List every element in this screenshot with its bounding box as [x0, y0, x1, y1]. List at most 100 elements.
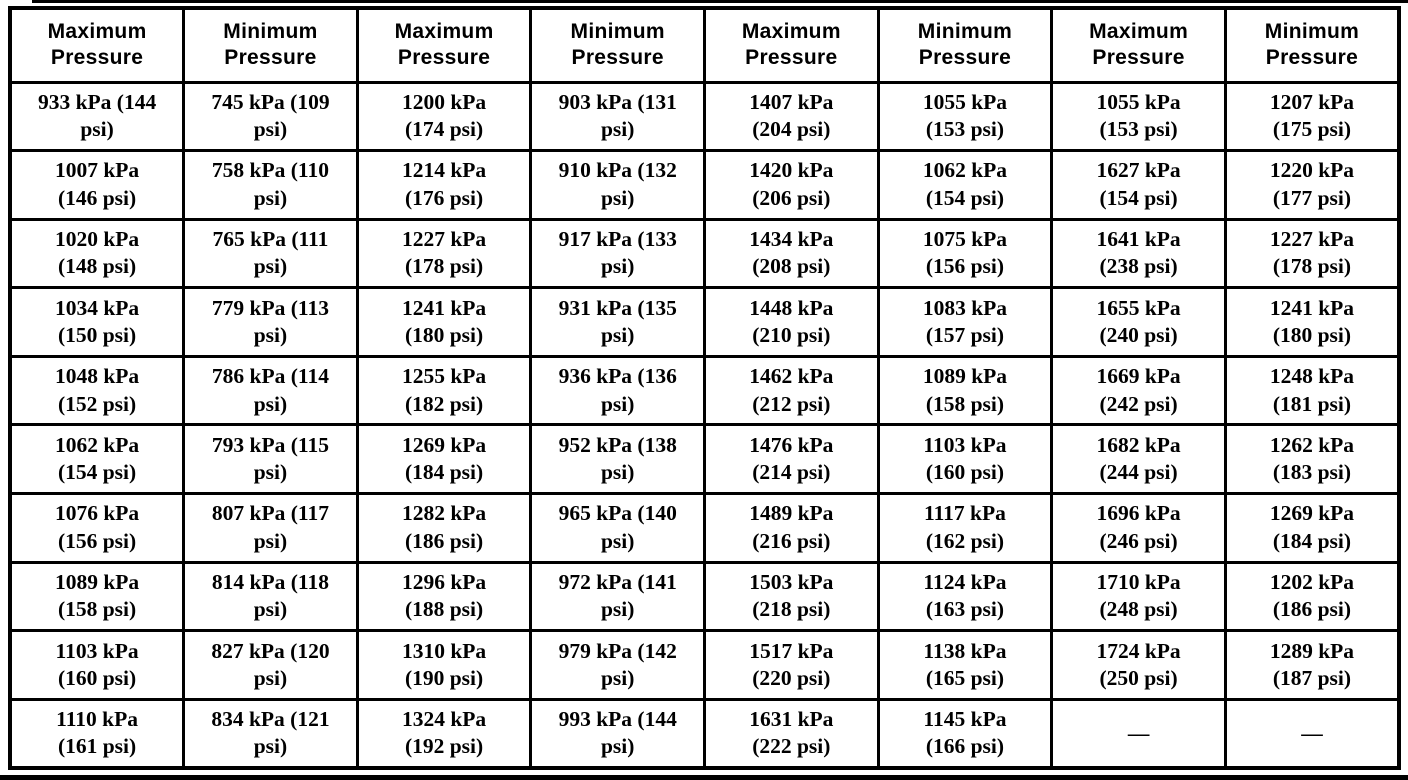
pressure-cell: 1048 kPa (152 psi): [8, 354, 186, 427]
pressure-cell: 1103 kPa (160 psi): [876, 423, 1054, 496]
table-header: Maximum Pressure Minimum Pressure Maximum …: [8, 6, 1401, 84]
pressure-cell: 1407 kPa (204 psi): [703, 80, 880, 153]
column-header: Minimum Pressure: [1223, 6, 1401, 84]
table-row: 1048 kPa (152 psi) 786 kPa (114 psi) 1255 …: [8, 354, 1401, 427]
pressure-cell: 1517 kPa (220 psi): [703, 629, 880, 701]
pressure-cell: 1462 kPa (212 psi): [703, 354, 880, 427]
pressure-cell: 1007 kPa (146 psi): [8, 149, 186, 221]
table-row: 1062 kPa (154 psi) 793 kPa (115 psi) 1269 …: [8, 423, 1401, 496]
pressure-cell: 745 kPa (109 psi): [182, 80, 359, 153]
table-row: 1020 kPa (148 psi) 765 kPa (111 psi) 1227 …: [8, 217, 1401, 290]
pressure-cell: 1124 kPa (163 psi): [876, 560, 1054, 633]
pressure-cell: 1055 kPa (153 psi): [876, 80, 1054, 153]
table-row: 1034 kPa (150 psi) 779 kPa (113 psi) 1241 …: [8, 286, 1401, 358]
pressure-cell: 1076 kPa (156 psi): [8, 492, 186, 564]
pressure-table: Maximum Pressure Minimum Pressure Maximum …: [8, 6, 1401, 770]
pressure-cell: 1269 kPa (184 psi): [1223, 492, 1401, 564]
pressure-cell: 1075 kPa (156 psi): [876, 217, 1054, 290]
pressure-cell: 965 kPa (140 psi): [529, 492, 706, 564]
pressure-cell: 917 kPa (133 psi): [529, 217, 706, 290]
pressure-cell: 1214 kPa (176 psi): [355, 149, 533, 221]
pressure-cell: 793 kPa (115 psi): [182, 423, 359, 496]
pressure-cell: 1020 kPa (148 psi): [8, 217, 186, 290]
table-row: 933 kPa (144 psi) 745 kPa (109 psi) 1200 k…: [8, 80, 1401, 153]
pressure-cell: 1034 kPa (150 psi): [8, 286, 186, 358]
pressure-cell: 1310 kPa (190 psi): [355, 629, 533, 701]
pressure-cell: 1627 kPa (154 psi): [1050, 149, 1227, 221]
column-header: Minimum Pressure: [876, 6, 1054, 84]
pressure-cell: 1696 kPa (246 psi): [1050, 492, 1227, 564]
pressure-cell: 1282 kPa (186 psi): [355, 492, 533, 564]
pressure-cell: 1241 kPa (180 psi): [355, 286, 533, 358]
pressure-cell: 1682 kPa (244 psi): [1050, 423, 1227, 496]
pressure-cell: 1503 kPa (218 psi): [703, 560, 880, 633]
pressure-cell: 1241 kPa (180 psi): [1223, 286, 1401, 358]
table-row: 1076 kPa (156 psi) 807 kPa (117 psi) 1282 …: [8, 492, 1401, 564]
pressure-cell: 972 kPa (141 psi): [529, 560, 706, 633]
pressure-cell: 834 kPa (121 psi): [182, 697, 359, 770]
pressure-cell: 807 kPa (117 psi): [182, 492, 359, 564]
pressure-cell: 1631 kPa (222 psi): [703, 697, 880, 770]
pressure-cell: 1138 kPa (165 psi): [876, 629, 1054, 701]
pressure-cell: 1202 kPa (186 psi): [1223, 560, 1401, 633]
pressure-cell: 786 kPa (114 psi): [182, 354, 359, 427]
pressure-cell: 1489 kPa (216 psi): [703, 492, 880, 564]
table-row: 1089 kPa (158 psi) 814 kPa (118 psi) 1296 …: [8, 560, 1401, 633]
pressure-cell: 1296 kPa (188 psi): [355, 560, 533, 633]
pressure-cell: 1420 kPa (206 psi): [703, 149, 880, 221]
pressure-cell: 979 kPa (142 psi): [529, 629, 706, 701]
column-header: Maximum Pressure: [355, 6, 533, 84]
pressure-cell: 1669 kPa (242 psi): [1050, 354, 1227, 427]
column-header: Maximum Pressure: [8, 6, 186, 84]
pressure-cell: 1710 kPa (248 psi): [1050, 560, 1227, 633]
pressure-cell: —: [1050, 697, 1227, 770]
pressure-cell: 1476 kPa (214 psi): [703, 423, 880, 496]
pressure-cell: 1655 kPa (240 psi): [1050, 286, 1227, 358]
pressure-cell: 1434 kPa (208 psi): [703, 217, 880, 290]
pressure-cell: 1220 kPa (177 psi): [1223, 149, 1401, 221]
pressure-cell: 1227 kPa (178 psi): [355, 217, 533, 290]
table-row: 1110 kPa (161 psi) 834 kPa (121 psi) 1324 …: [8, 697, 1401, 770]
pressure-cell: 1145 kPa (166 psi): [876, 697, 1054, 770]
pressure-cell: 993 kPa (144 psi): [529, 697, 706, 770]
pressure-cell: —: [1223, 697, 1401, 770]
pressure-cell: 952 kPa (138 psi): [529, 423, 706, 496]
pressure-cell: 903 kPa (131 psi): [529, 80, 706, 153]
pressure-cell: 1724 kPa (250 psi): [1050, 629, 1227, 701]
pressure-cell: 1641 kPa (238 psi): [1050, 217, 1227, 290]
table-body: 933 kPa (144 psi) 745 kPa (109 psi) 1200 k…: [8, 80, 1401, 770]
pressure-cell: 1089 kPa (158 psi): [8, 560, 186, 633]
pressure-cell: 1103 kPa (160 psi): [8, 629, 186, 701]
pressure-cell: 1448 kPa (210 psi): [703, 286, 880, 358]
pressure-cell: 936 kPa (136 psi): [529, 354, 706, 427]
pressure-cell: 1262 kPa (183 psi): [1223, 423, 1401, 496]
table-row: 1103 kPa (160 psi) 827 kPa (120 psi) 1310 …: [8, 629, 1401, 701]
table-row: 1007 kPa (146 psi) 758 kPa (110 psi) 1214 …: [8, 149, 1401, 221]
pressure-cell: 1089 kPa (158 psi): [876, 354, 1054, 427]
pressure-cell: 765 kPa (111 psi): [182, 217, 359, 290]
pressure-cell: 1255 kPa (182 psi): [355, 354, 533, 427]
pressure-cell: 1289 kPa (187 psi): [1223, 629, 1401, 701]
pressure-cell: 1200 kPa (174 psi): [355, 80, 533, 153]
pressure-cell: 1248 kPa (181 psi): [1223, 354, 1401, 427]
pressure-cell: 910 kPa (132 psi): [529, 149, 706, 221]
scan-edge-bottom: [0, 775, 1408, 780]
pressure-cell: 827 kPa (120 psi): [182, 629, 359, 701]
pressure-cell: 1055 kPa (153 psi): [1050, 80, 1227, 153]
column-header: Maximum Pressure: [1050, 6, 1227, 84]
column-header: Maximum Pressure: [703, 6, 880, 84]
pressure-cell: 1083 kPa (157 psi): [876, 286, 1054, 358]
pressure-cell: 1110 kPa (161 psi): [8, 697, 186, 770]
pressure-cell: 1062 kPa (154 psi): [876, 149, 1054, 221]
pressure-cell: 758 kPa (110 psi): [182, 149, 359, 221]
scan-edge-top: [32, 0, 1408, 3]
pressure-cell: 814 kPa (118 psi): [182, 560, 359, 633]
header-row: Maximum Pressure Minimum Pressure Maximum …: [8, 6, 1401, 84]
pressure-cell: 779 kPa (113 psi): [182, 286, 359, 358]
pressure-cell: 1207 kPa (175 psi): [1223, 80, 1401, 153]
pressure-cell: 933 kPa (144 psi): [8, 80, 186, 153]
pressure-cell: 1269 kPa (184 psi): [355, 423, 533, 496]
column-header: Minimum Pressure: [529, 6, 706, 84]
pressure-cell: 1324 kPa (192 psi): [355, 697, 533, 770]
